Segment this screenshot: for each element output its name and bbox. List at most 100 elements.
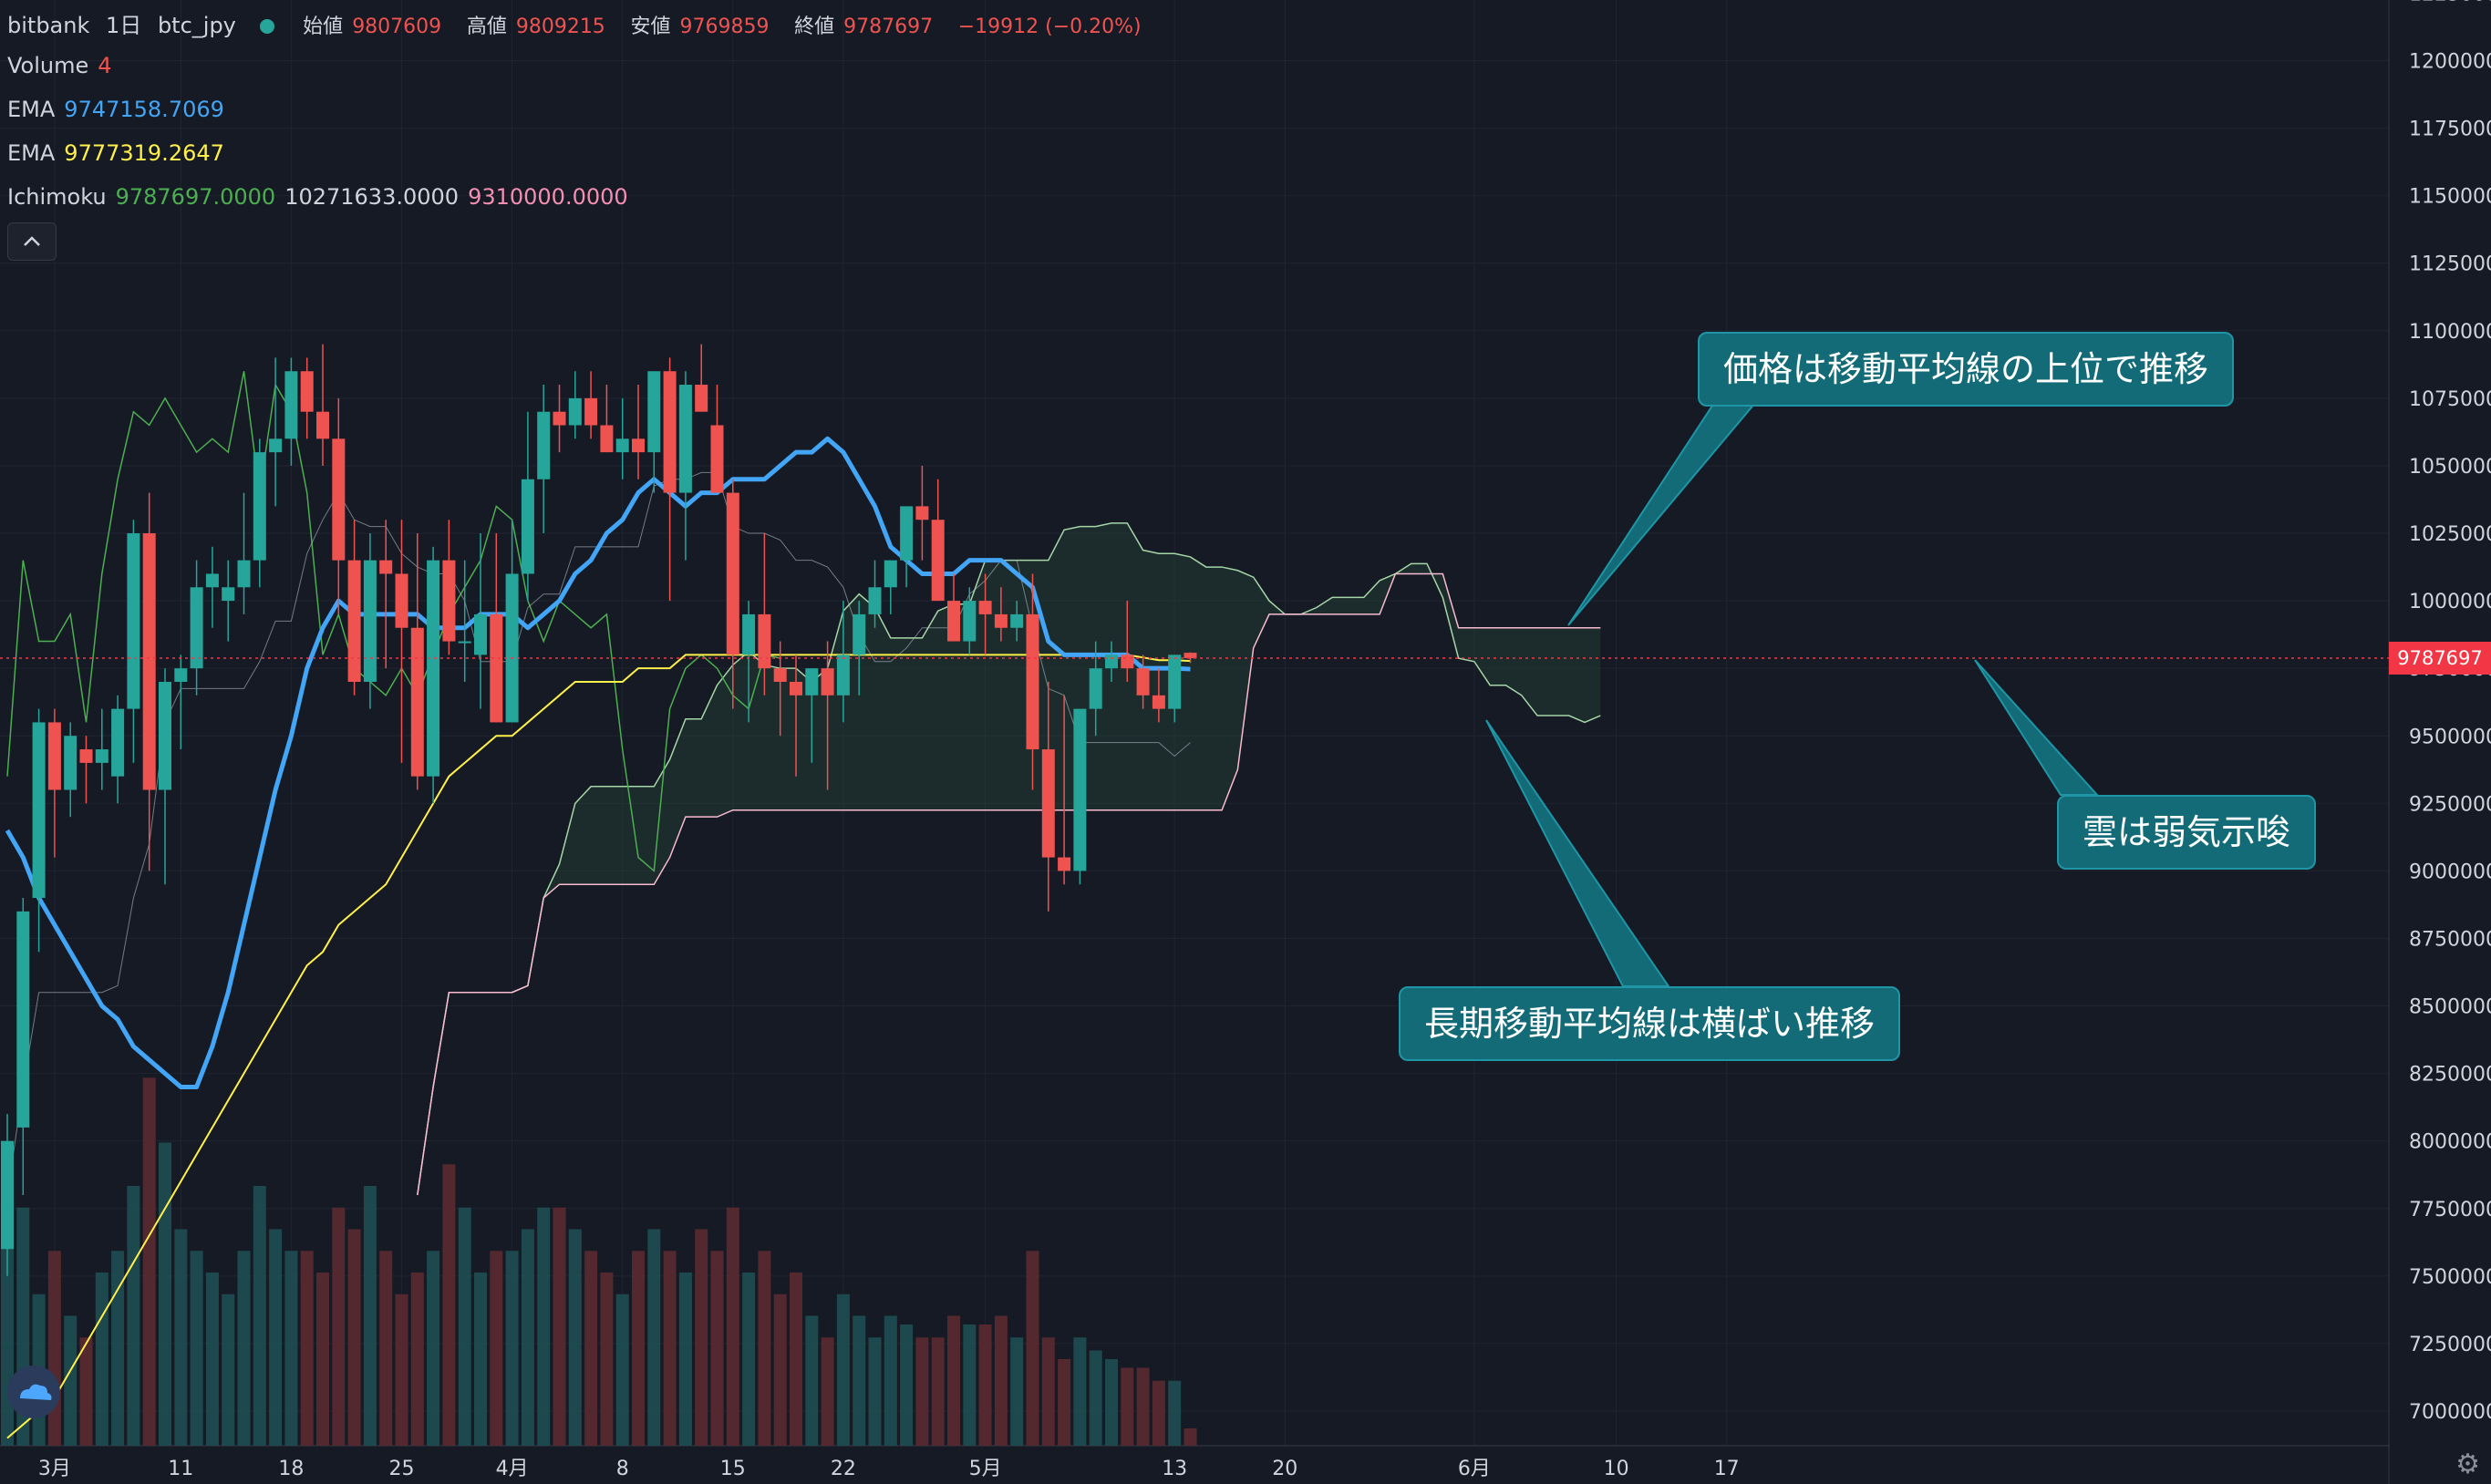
candle-body [821, 668, 834, 696]
interval-label[interactable]: 1日 [106, 13, 142, 38]
volume-bar [159, 1142, 171, 1446]
candle-body [568, 397, 582, 426]
candle-body [1136, 668, 1150, 696]
price-tick-label: 11000000 [2409, 321, 2491, 344]
candle-body [884, 560, 897, 588]
candle-body [111, 708, 125, 777]
volume-bar [347, 1229, 361, 1446]
volume-bar [678, 1273, 692, 1446]
candle-body [363, 560, 377, 682]
volume-bar [584, 1251, 598, 1446]
price-tick-label: 9000000 [2409, 861, 2491, 883]
candle-body [537, 411, 551, 479]
ema-slow-legend[interactable]: EMA 9777319.2647 [7, 140, 233, 166]
candle-body [600, 425, 614, 453]
volume-bar [1041, 1337, 1055, 1446]
candle-body [16, 911, 30, 1128]
volume-bar [710, 1251, 724, 1446]
ema-slow-value: 9777319.2647 [64, 140, 224, 166]
volume-bar [111, 1251, 125, 1446]
volume-bar [615, 1293, 629, 1446]
symbol-name: btc_jpy [157, 13, 236, 38]
volume-bar [978, 1324, 992, 1446]
volume-bar [568, 1229, 582, 1446]
price-tick-label: 7250000 [2409, 1334, 2491, 1356]
exchange-name: bitbank [7, 13, 90, 38]
candle-body [695, 385, 708, 412]
candle-body [79, 749, 93, 763]
collapse-legend-button[interactable] [7, 222, 57, 261]
price-tick-label: 11750000 [2409, 119, 2491, 141]
candle-body [316, 411, 329, 439]
time-axis[interactable]: 3月 11 18 25 4月 8 15 22 5月 13 20 6月 10 17 [38, 1458, 1740, 1480]
volume-bar [490, 1251, 503, 1446]
volume-bar [647, 1229, 661, 1446]
candle-body [237, 560, 251, 588]
candle-body [490, 613, 503, 723]
candle-body [805, 668, 819, 696]
tradingview-logo[interactable] [7, 1365, 60, 1418]
callout-price-above-ema: 価格は移動平均線の上位で推移 [1698, 332, 2235, 407]
volume-bar [695, 1229, 708, 1446]
candle-body [32, 722, 46, 899]
candle-body [1089, 668, 1102, 709]
volume-bar [773, 1293, 787, 1446]
ichimoku-value-1: 9787697.0000 [115, 184, 276, 210]
date-tick-label: 10 [1604, 1458, 1629, 1480]
candle-body [963, 601, 977, 642]
open-value: 9807609 [352, 15, 442, 38]
date-tick-label: 11 [168, 1458, 193, 1480]
volume-value: 4 [98, 53, 112, 78]
ichimoku-value-2: 10271633.0000 [284, 184, 460, 210]
date-tick-label: 5月 [969, 1458, 1002, 1480]
price-tick-label: 10000000 [2409, 591, 2491, 613]
price-tick-label: 9500000 [2409, 726, 2491, 748]
ema-lines [5, 436, 1191, 1439]
price-axis[interactable]: 12250000 12000000 11750000 11500000 11250000… [2409, 0, 2491, 1424]
volume-bar [1105, 1359, 1118, 1446]
volume-bar [947, 1315, 960, 1446]
volume-bar [284, 1251, 298, 1446]
volume-bar [427, 1251, 440, 1446]
candle-body [1010, 613, 1024, 628]
date-tick-label: 13 [1162, 1458, 1187, 1480]
candle-body [836, 654, 850, 696]
ema-fast-legend[interactable]: EMA 9747158.7069 [7, 97, 233, 122]
ema-slow-line [6, 654, 1191, 1439]
candle-body [1121, 654, 1134, 669]
candle-body [474, 613, 487, 655]
price-tick-label: 8750000 [2409, 928, 2491, 951]
volume-bar [663, 1251, 677, 1446]
volume-bar [1136, 1367, 1150, 1446]
volume-bar [474, 1273, 487, 1446]
candle-body [174, 668, 188, 682]
volume-bar [332, 1207, 346, 1446]
callout-tails [1485, 402, 2100, 987]
price-tick-label: 7750000 [2409, 1199, 2491, 1221]
candle-body [868, 587, 882, 614]
candle-body [994, 613, 1008, 628]
candle-body [458, 641, 471, 644]
date-tick-label: 3月 [38, 1458, 71, 1480]
candle-body [931, 520, 945, 602]
volume-bar [95, 1273, 109, 1446]
ema-fast-label: EMA [7, 97, 56, 122]
volume-bar [458, 1207, 471, 1446]
volume-bar [790, 1273, 802, 1446]
candle-body [142, 533, 156, 790]
volume-bar [379, 1251, 393, 1446]
price-tick-label: 8000000 [2409, 1131, 2491, 1154]
candle-body [269, 438, 283, 453]
candle-body [742, 613, 756, 655]
ichimoku-legend[interactable]: Ichimoku 9787697.0000 10271633.0000 9310000… [7, 184, 637, 210]
candle-body [379, 560, 393, 574]
volume-bar [237, 1251, 251, 1446]
candle-body [947, 601, 960, 642]
volume-legend[interactable]: Volume 4 [7, 53, 121, 78]
volume-bar [1168, 1380, 1182, 1446]
volume-bar [868, 1337, 882, 1446]
settings-gear-icon[interactable]: ⚙ [2455, 1448, 2480, 1480]
candle-body [615, 438, 629, 453]
date-tick-label: 17 [1714, 1458, 1740, 1480]
